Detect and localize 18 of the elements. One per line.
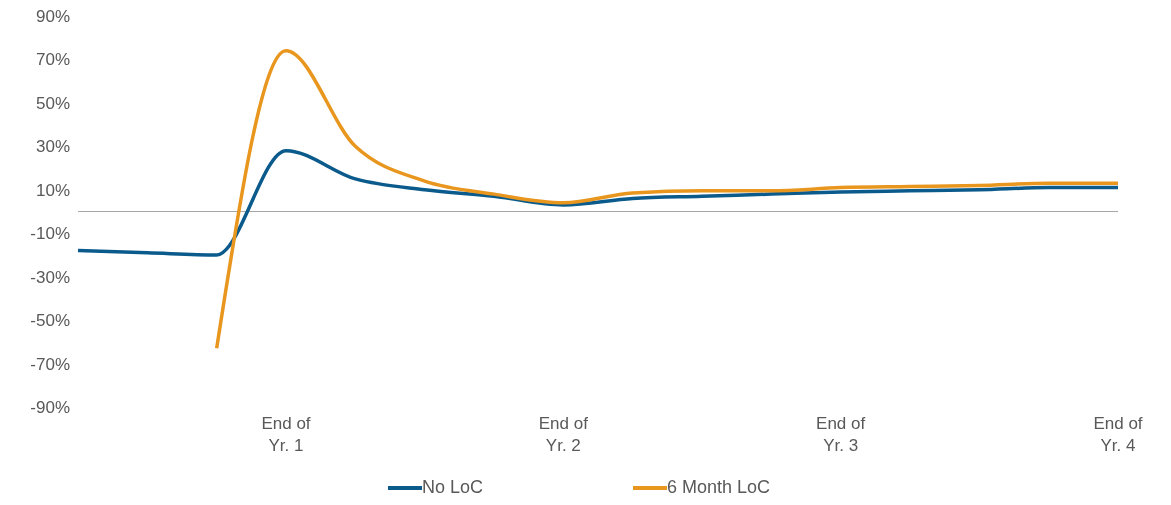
line-series	[214, 49, 1120, 351]
y-tick-label: -30%	[30, 267, 70, 287]
legend-label: 6 Month LoC	[667, 477, 771, 498]
y-tick-label: -90%	[30, 398, 70, 418]
line-series	[76, 148, 1120, 257]
y-tick-label: 50%	[35, 93, 70, 113]
y-tick-label: 30%	[35, 137, 70, 157]
x-tick-label: End of Yr. 3	[816, 414, 866, 455]
y-tick-label: 90%	[35, 7, 70, 27]
x-tick-label: End of Yr. 4	[1093, 414, 1143, 455]
y-tick-label: 10%	[35, 180, 70, 200]
y-tick-label: -50%	[30, 311, 70, 331]
y-tick-label: -70%	[30, 354, 70, 374]
x-tick-label: End of Yr. 1	[261, 414, 311, 455]
y-tick-label: -10%	[30, 224, 70, 244]
y-tick-label: 70%	[35, 50, 70, 70]
x-tick-label: End of Yr. 2	[538, 414, 589, 455]
legend-label: No LoC	[422, 477, 484, 498]
